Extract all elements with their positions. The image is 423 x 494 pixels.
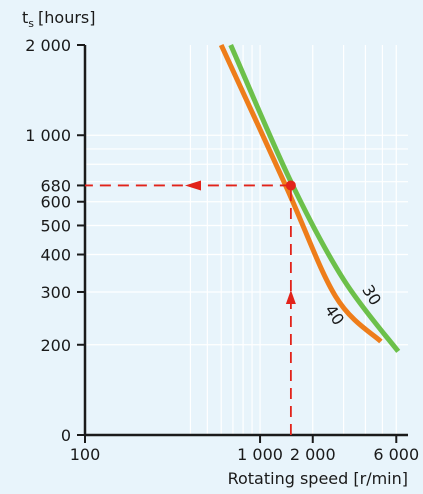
y-axis-title: ts [hours] [22, 8, 95, 30]
y-tick-label: 300 [40, 283, 71, 302]
x-tick-label: 1 000 [237, 445, 283, 464]
y-axis-title-unit: [hours] [38, 8, 95, 27]
y-axis-title-main: t [22, 8, 28, 27]
x-tick-label: 6 000 [373, 445, 419, 464]
arrow-left-icon [185, 180, 201, 191]
y-tick-label: 500 [40, 216, 71, 235]
reading-point [285, 180, 296, 191]
y-tick-label: 600 [40, 193, 71, 212]
axes [83, 45, 408, 437]
y-tick-label: 0 [61, 426, 71, 445]
x-axis-title: Rotating speed [r/min] [228, 469, 408, 488]
series-line-40 [218, 43, 383, 344]
y-tick-label: 2 000 [25, 36, 71, 55]
x-tick-label: 2 000 [290, 445, 336, 464]
plot-area [85, 45, 408, 435]
x-tick-label: 100 [70, 445, 101, 464]
y-tick-label: 680 [40, 176, 71, 195]
grid [85, 45, 408, 435]
y-tick-label: 200 [40, 336, 71, 355]
y-tick-label: 1 000 [25, 126, 71, 145]
y-axis-title-sub: s [28, 17, 34, 30]
y-tick-label: 400 [40, 246, 71, 265]
series-line-30 [228, 43, 401, 353]
reading-annotation [85, 180, 296, 435]
arrow-up-icon [285, 290, 296, 304]
